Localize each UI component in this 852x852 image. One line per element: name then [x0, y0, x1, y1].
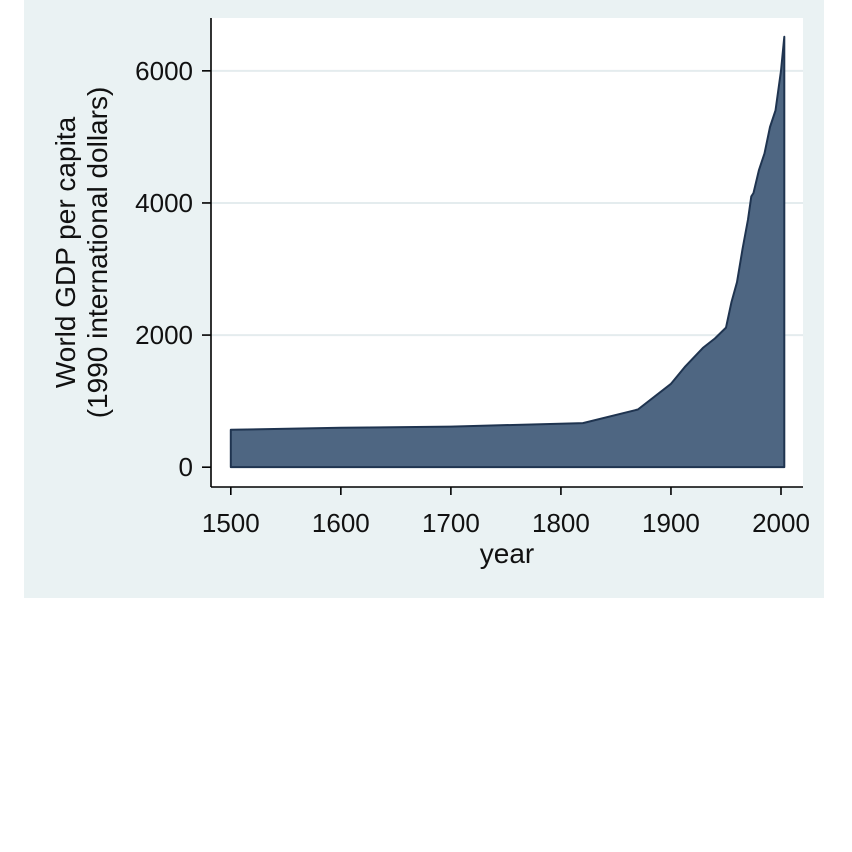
x-tick-label: 1800: [532, 508, 590, 538]
gridlines: [211, 69, 803, 337]
ticks: 1500 1600 1700 1800 1900 2000 0 2000 4000 6000: [135, 56, 810, 538]
y-tick-label: 0: [179, 452, 193, 482]
x-tick-label: 1500: [202, 508, 260, 538]
y-axis-title-line-2: (1990 international dollars): [82, 87, 113, 419]
area-series: [229, 35, 786, 469]
y-tick-label: 6000: [135, 56, 193, 86]
y-axis-title: World GDP per capita (1990 international…: [50, 87, 113, 419]
x-tick-label: 1600: [312, 508, 370, 538]
x-axis-title: year: [480, 538, 534, 569]
x-tick-label: 2000: [752, 508, 810, 538]
x-tick-label: 1700: [422, 508, 480, 538]
axes: [210, 18, 803, 488]
x-tick-label: 1900: [642, 508, 700, 538]
y-tick-label: 2000: [135, 320, 193, 350]
y-tick-label: 4000: [135, 188, 193, 218]
y-axis-title-line-1: World GDP per capita: [50, 116, 81, 388]
